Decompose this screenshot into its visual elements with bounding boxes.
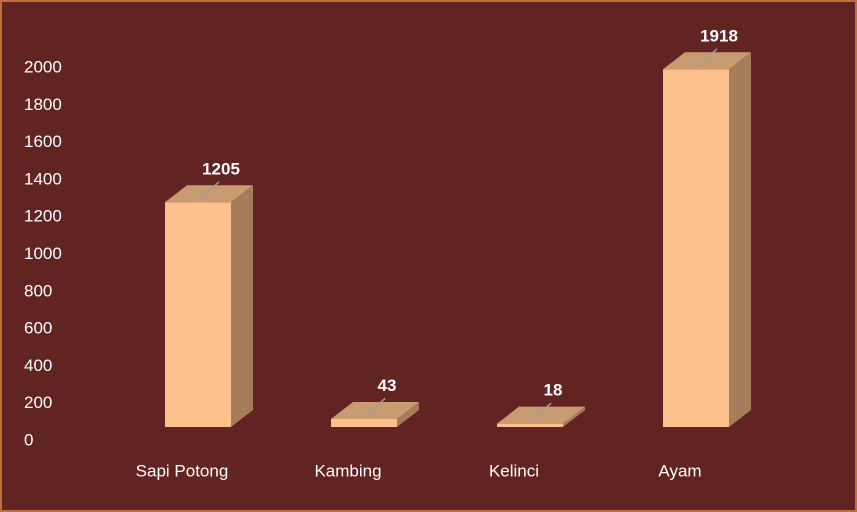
- leader-line: [530, 402, 552, 422]
- bar-top: [663, 52, 751, 70]
- y-tick-label: 2000: [24, 57, 62, 76]
- bar: [663, 69, 729, 427]
- y-tick-label: 800: [24, 281, 52, 300]
- bar-side: [563, 406, 585, 427]
- data-label: 43: [378, 376, 397, 395]
- bar-side: [397, 401, 419, 427]
- x-tick-label: Ayam: [658, 461, 701, 480]
- y-tick-label: 0: [24, 430, 33, 449]
- leader-line: [364, 397, 386, 418]
- data-label: 1918: [700, 26, 738, 45]
- y-tick-label: 1800: [24, 95, 62, 114]
- bar-side: [231, 185, 253, 427]
- bar-top: [331, 401, 419, 419]
- bar-side: [729, 52, 751, 427]
- data-label: 1205: [202, 159, 240, 178]
- data-label: 18: [544, 381, 563, 400]
- y-tick-label: 400: [24, 356, 52, 375]
- bar-top: [165, 185, 253, 203]
- y-tick-label: 1400: [24, 169, 62, 188]
- bar-top: [497, 406, 585, 424]
- y-tick-label: 600: [24, 319, 52, 338]
- bar: [165, 202, 231, 427]
- x-tick-label: Sapi Potong: [136, 461, 229, 480]
- x-tick-label: Kambing: [314, 461, 381, 480]
- x-tick-label: Kelinci: [489, 461, 539, 480]
- y-tick-label: 1200: [24, 207, 62, 226]
- bar: [497, 423, 563, 427]
- leader-line: [198, 181, 220, 201]
- y-tick-label: 200: [24, 393, 52, 412]
- leader-line: [696, 48, 718, 68]
- y-tick-label: 1600: [24, 132, 62, 151]
- bar: [331, 418, 397, 427]
- y-tick-label: 1000: [24, 244, 62, 263]
